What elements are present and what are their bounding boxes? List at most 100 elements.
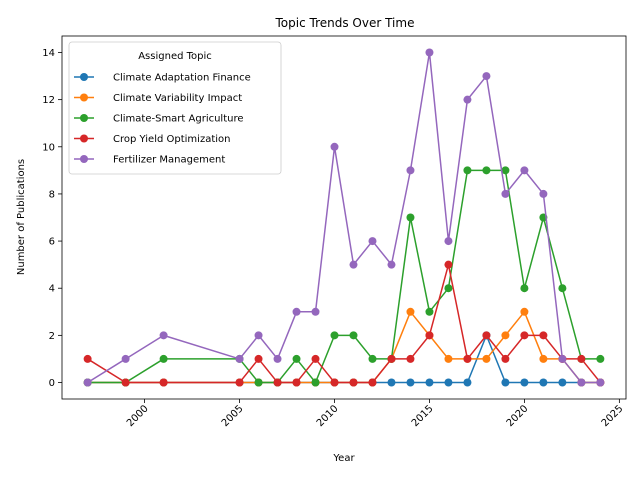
y-tick-label: 10	[42, 142, 55, 153]
data-point	[482, 354, 491, 363]
data-point	[444, 284, 453, 293]
data-point	[387, 260, 396, 269]
data-point	[349, 331, 358, 340]
data-point	[121, 354, 130, 363]
data-point	[539, 331, 548, 340]
data-point	[444, 260, 453, 269]
data-point	[520, 331, 529, 340]
data-point	[254, 378, 263, 387]
legend-item: Climate Adaptation Finance	[74, 73, 251, 84]
data-point	[596, 354, 605, 363]
data-point	[482, 331, 491, 340]
y-tick-label: 2	[49, 331, 55, 342]
data-point	[368, 378, 377, 387]
data-point	[406, 354, 415, 363]
data-point	[482, 166, 491, 175]
series-layer	[83, 48, 605, 387]
series-crop-yield-optimization	[83, 260, 605, 387]
data-point	[520, 307, 529, 316]
data-point	[501, 166, 510, 175]
data-point	[292, 378, 301, 387]
data-point	[444, 354, 453, 363]
data-point	[596, 378, 605, 387]
data-point	[406, 213, 415, 222]
data-point	[387, 378, 396, 387]
data-point	[254, 354, 263, 363]
legend-title: Assigned Topic	[138, 51, 212, 62]
data-point	[121, 378, 130, 387]
legend-box	[68, 41, 282, 175]
data-point	[330, 331, 339, 340]
legend-marker	[80, 93, 88, 102]
legend-marker	[80, 73, 88, 81]
data-point	[311, 307, 320, 316]
legend: Assigned Topic Climate Adaptation Financ…	[68, 41, 282, 175]
data-point	[539, 354, 548, 363]
y-tick-label: 12	[42, 95, 55, 106]
y-axis: 0 2 4 6 8 10 12 14	[42, 48, 62, 389]
data-point	[463, 354, 472, 363]
data-point	[425, 331, 434, 340]
legend-marker	[80, 155, 88, 163]
data-point	[501, 331, 510, 340]
y-tick-label: 0	[49, 378, 55, 389]
data-point	[235, 378, 244, 387]
data-point	[520, 166, 529, 175]
data-point	[273, 354, 282, 363]
legend-item: Climate-Smart Agriculture	[74, 114, 244, 125]
legend-marker	[80, 114, 88, 122]
y-tick-label: 4	[49, 284, 55, 295]
data-point	[159, 331, 168, 340]
legend-item: Crop Yield Optimization	[74, 134, 230, 145]
data-point	[254, 331, 263, 340]
y-axis-title: Number of Publications	[16, 159, 27, 275]
y-tick-label: 8	[49, 189, 55, 200]
data-point	[387, 354, 396, 363]
data-point	[539, 189, 548, 198]
data-point	[311, 354, 320, 363]
data-point	[235, 354, 244, 363]
legend-marker	[80, 134, 88, 143]
legend-label: Climate Adaptation Finance	[113, 73, 251, 84]
data-point	[159, 378, 168, 387]
y-tick-label: 6	[49, 237, 55, 248]
legend-item: Climate Variability Impact	[74, 93, 242, 104]
data-point	[520, 284, 529, 293]
data-point	[330, 142, 339, 151]
x-axis-title: Year	[332, 453, 355, 464]
data-point	[83, 378, 92, 387]
data-point	[159, 354, 168, 363]
data-point	[501, 378, 510, 387]
legend-label: Crop Yield Optimization	[113, 134, 230, 145]
data-point	[444, 237, 453, 246]
data-point	[501, 189, 510, 198]
data-point	[330, 378, 339, 387]
data-point	[273, 378, 282, 387]
data-point	[501, 354, 510, 363]
data-point	[292, 354, 301, 363]
data-point	[482, 72, 491, 81]
data-point	[558, 378, 567, 387]
data-point	[444, 378, 453, 387]
data-point	[349, 378, 358, 387]
data-point	[406, 166, 415, 175]
data-point	[425, 378, 434, 387]
data-point	[311, 378, 320, 387]
chart-title: Topic Trends Over Time	[275, 16, 415, 30]
data-point	[539, 378, 548, 387]
y-tick-label: 14	[42, 48, 55, 59]
data-point	[292, 307, 301, 316]
data-point	[425, 307, 434, 316]
legend-label: Climate Variability Impact	[113, 93, 242, 104]
data-point	[577, 354, 586, 363]
legend-item: Fertilizer Management	[74, 155, 225, 166]
data-point	[463, 95, 472, 104]
data-point	[368, 354, 377, 363]
data-point	[558, 284, 567, 293]
legend-label: Fertilizer Management	[113, 155, 225, 166]
data-point	[520, 378, 529, 387]
legend-items: Climate Adaptation Finance Climate Variab…	[74, 73, 251, 166]
data-point	[577, 378, 586, 387]
data-point	[406, 378, 415, 387]
